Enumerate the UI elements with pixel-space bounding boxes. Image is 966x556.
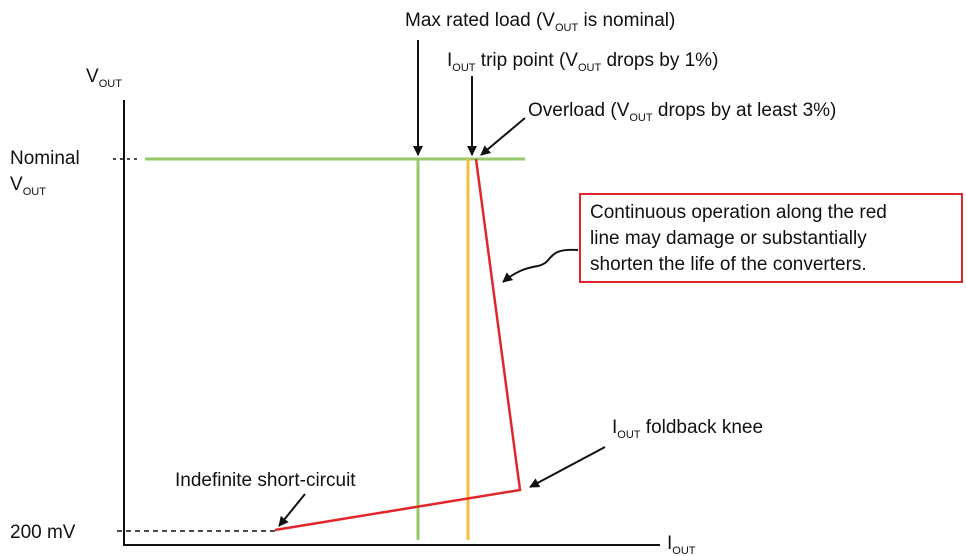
- arrow: [529, 446, 606, 488]
- text-part: V: [86, 66, 99, 87]
- annotation: Max rated load (VOUT is nominal): [405, 10, 675, 34]
- arrow: [480, 117, 526, 156]
- callout-line: line may damage or substantially: [590, 228, 867, 249]
- text-part: drops by at least 3%): [653, 100, 837, 121]
- text-part: foldback knee: [641, 417, 764, 438]
- text-part: is nominal): [578, 10, 675, 31]
- annotation: IOUT trip point (VOUT drops by 1%): [447, 50, 718, 74]
- text-part: OUT: [452, 62, 476, 74]
- arrow: [502, 248, 579, 283]
- text-part: trip point (V: [476, 50, 579, 71]
- nominal-label: Nominal: [10, 148, 80, 169]
- callout-box: [579, 193, 963, 283]
- low-label: 200 mV: [10, 522, 76, 543]
- text-part: Overload (V: [528, 100, 630, 121]
- x-axis-label: IOUT: [667, 533, 696, 556]
- text-part: OUT: [555, 22, 579, 34]
- annotation: Indefinite short-circuit: [175, 470, 356, 491]
- y-axis-label: VOUT: [86, 66, 122, 90]
- callout-line: Continuous operation along the red: [590, 202, 887, 223]
- annotation: IOUT foldback knee: [612, 417, 763, 441]
- text-part: V: [10, 174, 23, 195]
- text-part: I: [667, 533, 672, 554]
- callout-line: shorten the life of the converters.: [590, 254, 867, 275]
- text-part: drops by 1%): [601, 50, 718, 71]
- text-part: I: [447, 50, 452, 71]
- annotation: Overload (VOUT drops by at least 3%): [528, 100, 836, 124]
- text-part: OUT: [672, 545, 696, 556]
- arrow: [278, 493, 306, 527]
- text-part: OUT: [629, 112, 653, 124]
- text-part: Max rated load (V: [405, 10, 555, 31]
- foldback-line: [274, 158, 522, 532]
- text-part: OUT: [99, 78, 123, 90]
- nominal-label: VOUT: [10, 174, 46, 198]
- text-part: OUT: [578, 62, 602, 74]
- text-part: I: [612, 417, 617, 438]
- text-part: OUT: [23, 186, 47, 198]
- text-part: OUT: [617, 429, 641, 441]
